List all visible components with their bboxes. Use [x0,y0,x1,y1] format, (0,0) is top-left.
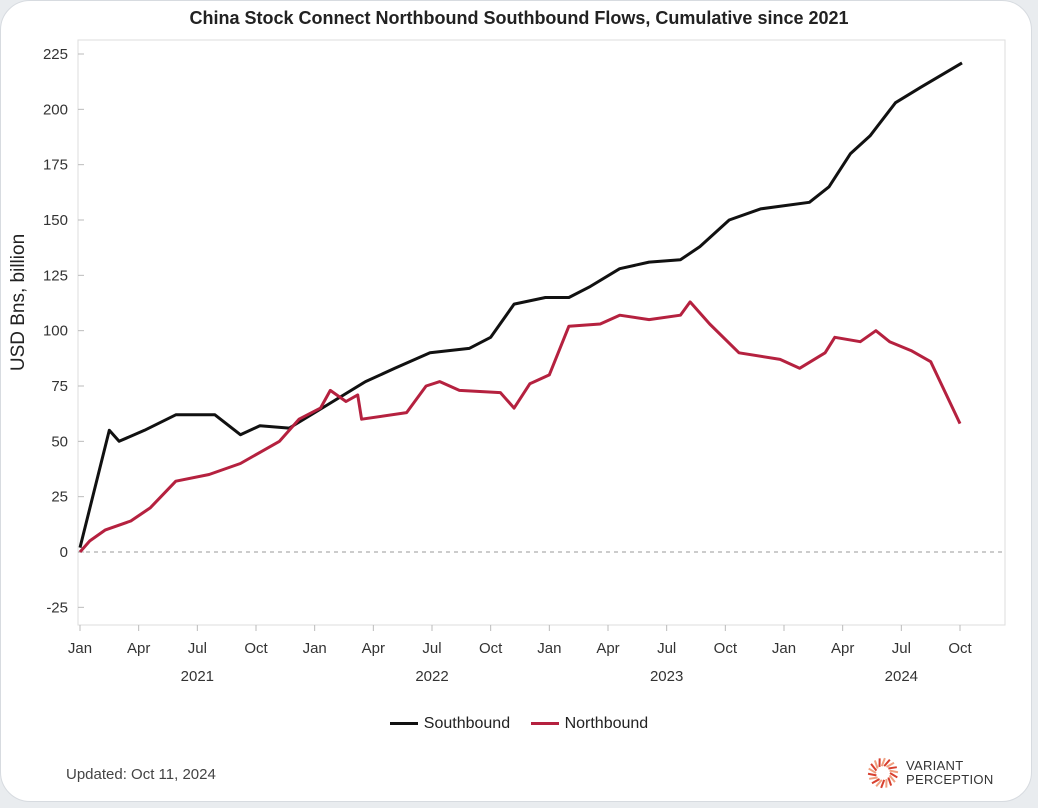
x-tick-label: Apr [127,640,150,657]
legend-swatch-southbound [389,722,418,726]
y-tick-label: 75 [51,378,68,395]
y-tick-label: 100 [43,323,68,340]
x-tick-label: Oct [244,640,268,657]
x-tick-label: Jul [657,640,676,657]
x-year-label: 2022 [415,668,448,685]
updated-date: Updated: Oct 11, 2024 [66,766,216,783]
logo-line1: VARIANT [906,758,964,773]
x-tick-label: Oct [948,640,972,657]
legend: Southbound Northbound [0,715,1038,733]
y-tick-label: 225 [43,46,68,63]
x-year-label: 2024 [885,668,918,685]
y-tick-label: -25 [46,599,68,616]
y-tick-label: 50 [51,433,68,450]
x-tick-label: Jan [537,640,561,657]
series-line-southbound [78,61,963,548]
legend-label: Southbound [423,715,511,732]
y-tick-label: 25 [51,489,68,506]
x-tick-label: Jan [303,640,327,657]
sunburst-icon [867,757,899,789]
legend-northbound[interactable]: Northbound [530,715,649,732]
x-tick-label: Jul [422,640,441,657]
x-year-label: 2021 [181,668,214,685]
x-tick-label: Jan [772,640,796,657]
plot-frame [77,39,1006,626]
variant-perception-logo: VARIANT PERCEPTION [866,756,994,790]
x-tick-label: Oct [479,640,503,657]
legend-southbound[interactable]: Southbound [389,715,511,732]
y-tick-label: 0 [60,544,68,561]
x-tick-label: Apr [596,640,619,657]
x-tick-label: Apr [362,640,385,657]
legend-swatch-northbound [530,722,559,726]
x-tick-label: Jul [892,640,911,657]
y-tick-label: 200 [43,101,68,118]
x-year-label: 2023 [650,668,683,685]
x-tick-label: Apr [831,640,854,657]
y-tick-label: 175 [43,157,68,174]
y-tick-label: 125 [43,267,68,284]
chart-title: China Stock Connect Northbound Southboun… [189,8,849,28]
y-tick-label: 150 [43,212,68,229]
x-tick-label: Jan [68,640,92,657]
logo-line2: PERCEPTION [906,772,994,787]
x-tick-label: Oct [714,640,738,657]
series-line-northbound [78,300,962,553]
x-tick-label: Jul [188,640,207,657]
legend-label: Northbound [564,715,649,732]
y-axis-label: USD Bns, billion [8,234,29,371]
